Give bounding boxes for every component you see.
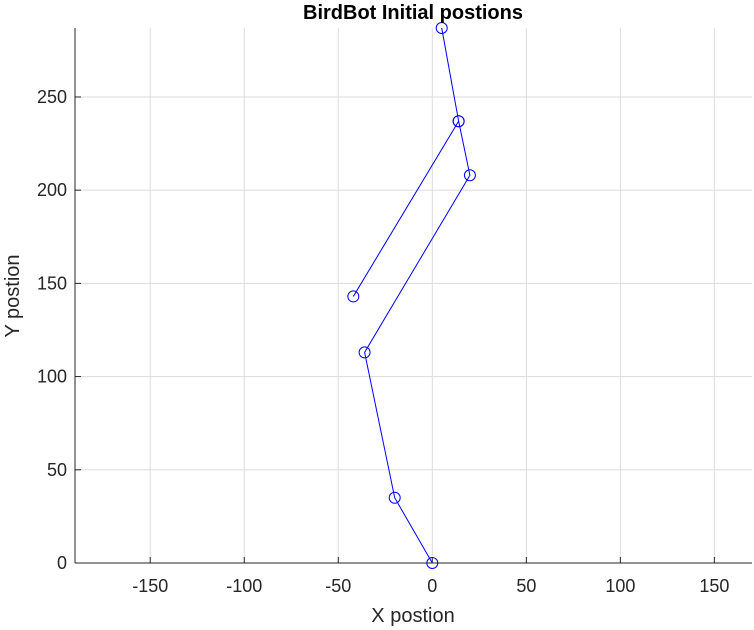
x-tick-label: 150 xyxy=(699,576,729,596)
data-point-marker xyxy=(463,169,476,182)
data-point-marker xyxy=(435,22,448,34)
grid xyxy=(75,28,752,564)
data-point-marker xyxy=(452,115,465,128)
y-tick-label: 150 xyxy=(37,273,67,293)
x-tick-label: 50 xyxy=(516,576,536,596)
y-tick-label: 200 xyxy=(37,180,67,200)
data-point-marker xyxy=(388,491,401,504)
y-tick-label: 50 xyxy=(47,460,67,480)
x-tick-label: 100 xyxy=(605,576,635,596)
data-point-marker xyxy=(358,346,371,359)
y-axis-label: Y postion xyxy=(2,254,24,337)
x-tick-label: -150 xyxy=(132,576,168,596)
x-tick-label: 0 xyxy=(427,576,437,596)
y-tick-label: 100 xyxy=(37,367,67,387)
data-point-marker xyxy=(347,290,360,303)
chart-title: BirdBot Initial postions xyxy=(303,2,523,24)
x-axis-label: X postion xyxy=(371,605,454,627)
axes xyxy=(74,28,752,564)
data-point-marker xyxy=(426,557,439,569)
x-tick-label: -100 xyxy=(226,576,262,596)
x-tick-label: -50 xyxy=(325,576,351,596)
plot-area xyxy=(347,22,476,569)
y-tick-label: 250 xyxy=(37,87,67,107)
ticks: -150 -100 -50 0 50 100 150 0 50 100 150 200 250 xyxy=(37,87,729,596)
series-line xyxy=(352,27,471,564)
y-tick-label: 0 xyxy=(57,553,67,573)
